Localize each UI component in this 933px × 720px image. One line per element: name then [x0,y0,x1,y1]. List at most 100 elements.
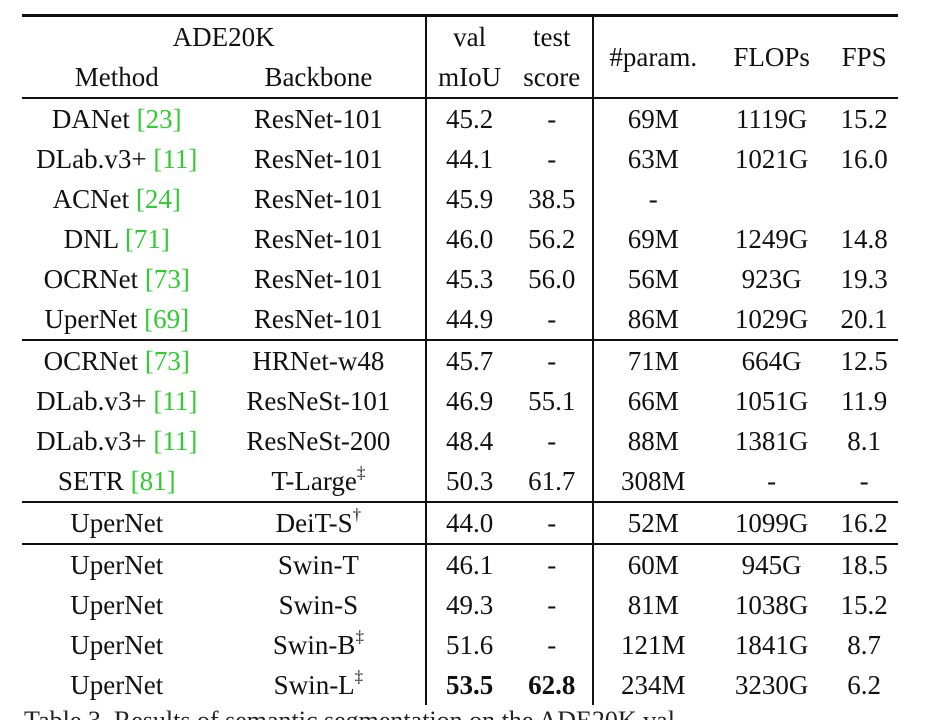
table-row: UperNet Swin-S 49.3 - 81M 1038G 15.2 [22,585,898,625]
fps-cell: 16.0 [840,143,888,174]
method-name: UperNet [70,589,164,620]
backbone-name: Swin-B [272,629,356,660]
method-name: DNL [63,223,125,254]
test-score-cell: 56.2 [528,223,576,254]
param-cell: 60M [591,543,714,585]
method-name: UperNet [70,629,164,660]
flops-cell [713,179,830,219]
test-score-cell: - [547,589,557,620]
fps-cell: 12.5 [830,339,898,381]
table-row: ACNet [24] ResNet-101 45.9 38.5- [22,179,898,219]
table-row: DLab.v3+ [11] ResNet-101 44.1 - 63M 1021G 16.0 [22,139,898,179]
backbone-name: Swin-L [273,669,355,700]
miou-cell: 49.3 [425,585,512,625]
test-score-cell: 56.0 [528,263,576,294]
citation-link[interactable]: [23] [136,103,182,134]
method-cell: SETR [81] [22,461,212,502]
miou-cell: 51.6 [425,625,512,665]
header-row-1: ADE20K val test #param. FLOPs FPS [22,14,898,98]
val-header-line2: mIoU [425,57,512,98]
method-cell: DLab.v3+ [11] [22,421,212,461]
citation-link[interactable]: [73] [144,345,190,376]
table-row: UperNet DeiT-S† 44.0-52M 1099G 16.2 [22,501,898,544]
backbone-cell: Swin-S [212,585,427,625]
citation-link[interactable]: [81] [130,465,176,496]
param-cell: 69M [591,219,714,259]
fps-cell: 8.1 [847,425,882,456]
table-row: UperNet Swin-T 46.1-60M 945G 18.5 [22,543,898,585]
miou-cell: 44.9 [425,299,512,340]
fps-header: FPS [830,14,898,98]
method-cell: UperNet [69] [22,299,212,340]
test-header-line1: test [511,14,593,57]
method-cell: UperNet [22,585,212,625]
method-cell: DLab.v3+ [11] [22,381,212,421]
fps-cell: 18.5 [830,543,898,585]
method-name: OCRNet [43,263,145,294]
citation-link[interactable]: [24] [135,183,181,214]
test-score-cell: - [511,543,593,585]
citation-link[interactable]: [11] [153,425,198,456]
table-row: OCRNet [73] ResNet-101 45.3 56.0 56M 923G 19.3 [22,259,898,299]
method-name: UperNet [70,669,164,700]
citation-link[interactable]: [11] [153,143,198,174]
backbone-cell: ResNet-101 [212,259,427,299]
method-cell: DANet [23] [22,97,212,139]
fps-cell [830,179,898,219]
method-name: UperNet [70,549,164,580]
fps-cell: 6.2 [847,669,882,700]
table-body: DANet [23] ResNet-101 45.2-69M 1119G 15.2 DLa… [22,97,898,705]
backbone-cell: ResNeSt-200 [212,421,427,461]
miou-cell: 46.9 [425,381,512,421]
miou-cell: 48.4 [425,421,512,461]
flops-cell: 945G [713,543,831,585]
miou-cell: 46.0 [425,219,512,259]
backbone-name: ResNeSt-101 [246,385,391,416]
backbone-cell: ResNet-101 [212,139,427,179]
footnote-marker: ‡ [356,462,366,482]
fps-cell: 8.7 [847,629,882,660]
method-cell: DNL [71] [22,219,212,259]
table-row: OCRNet [73] HRNet-w48 45.7-71M 664G 12.5 [22,339,898,381]
method-cell: OCRNet [73] [22,259,212,299]
footnote-marker: ‡ [354,666,364,686]
table-row: DLab.v3+ [11] ResNeSt-200 48.4 - 88M 1381G 8.1 [22,421,898,461]
table-row: UperNet Swin-L‡ 53.5 62.8 234M 3230G 6.2 [22,665,898,705]
flops-cell: 1021G [734,143,809,174]
param-cell: 308M [591,461,714,502]
flops-cell: 1099G [713,501,831,544]
fps-cell: 16.2 [830,501,898,544]
backbone-cell: DeiT-S† [211,501,427,544]
test-score-cell: - [511,501,593,544]
param-cell: 88M [591,421,714,461]
flops-cell: 1038G [734,589,809,620]
param-cell: 66M [591,381,714,421]
miou-cell: 44.0 [425,501,512,544]
citation-link[interactable]: [69] [144,303,190,334]
table-row: DANet [23] ResNet-101 45.2-69M 1119G 15.2 [22,97,898,139]
param-cell: 121M [591,625,714,665]
fps-cell: 15.2 [830,97,898,139]
test-score-cell: - [547,629,557,660]
backbone-cell: ResNet-101 [211,97,427,139]
backbone-name: Swin-T [277,549,359,580]
dataset-header: ADE20K [22,14,427,57]
citation-link[interactable]: [71] [124,223,170,254]
method-name: DLab.v3+ [36,143,154,174]
footnote-marker: ‡ [355,626,364,646]
test-score-cell: - [511,339,593,381]
backbone-header: Backbone [264,61,373,92]
method-name: DLab.v3+ [36,385,154,416]
citation-link[interactable]: [11] [153,385,198,416]
method-name: DLab.v3+ [36,425,154,456]
citation-link[interactable]: [73] [144,263,190,294]
miou-cell: 45.7 [425,339,512,381]
backbone-name: ResNet-101 [253,143,383,174]
table-row: UperNet [69] ResNet-101 44.9 - 86M 1029G 20.1 [22,299,898,340]
miou-cell: 44.1 [425,139,512,179]
flops-cell: 1841G [734,629,809,660]
backbone-cell: HRNet-w48 [211,339,427,381]
flops-cell: 1119G [713,97,831,139]
backbone-name: ResNet-101 [253,303,383,334]
